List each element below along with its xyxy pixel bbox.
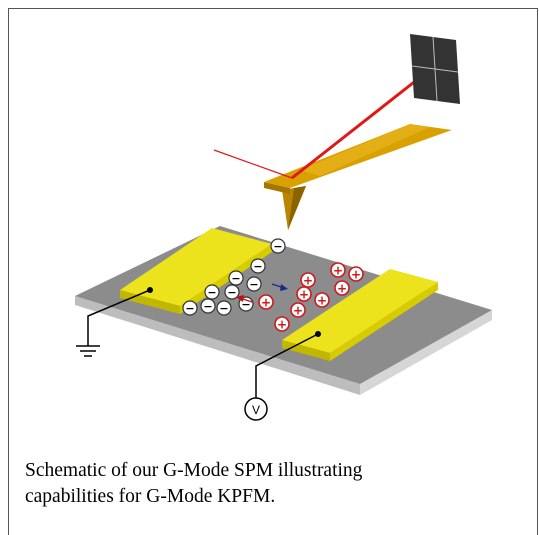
svg-text:+: + (337, 282, 347, 296)
svg-text:+: + (293, 304, 303, 318)
caption-line-2: capabilities for G-Mode KPFM. (25, 486, 276, 507)
voltage-source-icon (244, 397, 268, 421)
negative-charge: − (200, 298, 216, 314)
svg-text:+: + (333, 264, 343, 278)
svg-text:−: − (219, 302, 228, 315)
svg-text:−: − (253, 260, 262, 273)
cantilever-beam-highlight (300, 124, 430, 176)
svg-text:−: − (203, 300, 212, 313)
figure-caption: Schematic of our G-Mode SPM illustrating… (25, 458, 505, 510)
substrate-side (75, 296, 360, 395)
positive-charge: + (334, 280, 350, 296)
negative-charges: − − − − − − − − − − (182, 238, 286, 316)
svg-text:+: + (261, 296, 271, 310)
svg-text:+: + (299, 288, 309, 302)
negative-charge: − (250, 258, 266, 274)
cantilever-beam-side (264, 182, 290, 194)
right-electrode-front (330, 282, 438, 361)
negative-charge: − (182, 300, 198, 316)
left-electrode-front (180, 244, 272, 314)
field-arrow-blue (271, 283, 288, 291)
positive-charge: + (274, 316, 290, 332)
right-electrode-top (282, 269, 438, 353)
negative-charge: − (224, 284, 240, 300)
svg-text:−: − (227, 286, 236, 299)
svg-text:−: − (249, 278, 258, 291)
positive-charge: + (300, 272, 316, 288)
voltage-wire (255, 333, 319, 398)
svg-text:+: + (277, 318, 287, 332)
negative-charge: − (270, 238, 286, 254)
negative-charge: − (246, 276, 262, 292)
positive-charge: + (330, 262, 346, 278)
positive-charge: + (290, 302, 306, 318)
negative-charge: − (228, 270, 244, 286)
field-arrow-red (236, 295, 253, 303)
reflected-laser-beam (291, 66, 433, 180)
voltage-source-label: V (252, 403, 260, 417)
svg-text:−: − (207, 286, 216, 299)
substrate-front-side (360, 310, 492, 395)
left-electrode-top (120, 228, 272, 306)
ground-wire (87, 289, 151, 346)
svg-text:+: + (303, 274, 313, 288)
caption-line-1: Schematic of our G-Mode SPM illustrating (25, 460, 363, 481)
positive-charge: + (258, 294, 274, 310)
svg-text:−: − (231, 272, 240, 285)
svg-text:−: − (241, 298, 250, 311)
negative-charge: − (204, 284, 220, 300)
cantilever-tip-shade (288, 186, 306, 230)
negative-charge: − (216, 300, 232, 316)
ground-symbol-icon (76, 345, 100, 357)
right-electrode-side (282, 340, 330, 361)
svg-text:+: + (317, 294, 327, 308)
photodetector-divider-horizontal (411, 65, 459, 73)
svg-text:−: − (273, 240, 282, 253)
gmode-spm-schematic: V − − − − − − − − − − + + + + + + + + + (75, 34, 492, 421)
positive-charges: + + + + + + + + + (258, 262, 364, 332)
figure-frame (8, 8, 538, 535)
positive-charge: + (314, 292, 330, 308)
positive-charge: + (348, 266, 364, 282)
positive-charge: + (296, 286, 312, 302)
incident-laser-beam (213, 149, 293, 179)
svg-text:+: + (351, 268, 361, 282)
svg-text:−: − (185, 302, 194, 315)
